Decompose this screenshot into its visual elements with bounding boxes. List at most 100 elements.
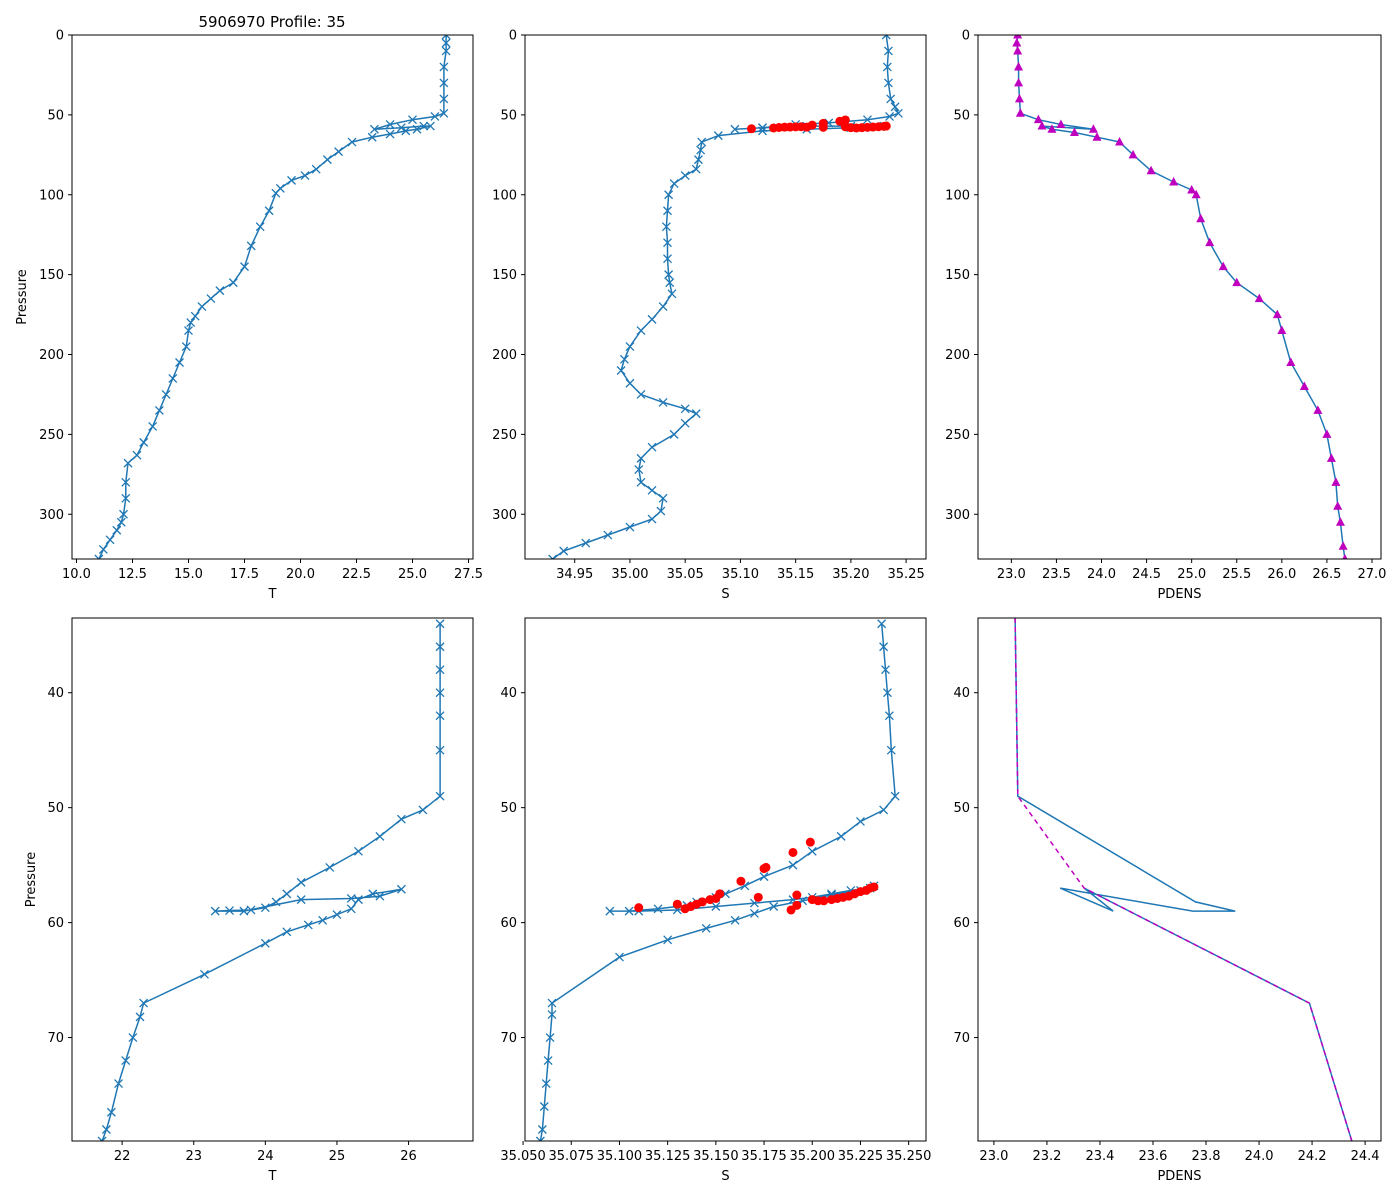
y-tick-label: 40 [953, 686, 970, 701]
flagged-point [840, 122, 850, 132]
data-point-x [228, 278, 238, 288]
series-line [98, 35, 447, 559]
data-point-x [181, 342, 191, 351]
data-point-x [239, 906, 249, 916]
data-point-triangle [1013, 35, 1023, 39]
x-tick-label: 23.6 [1139, 1149, 1168, 1164]
data-point-x [97, 1136, 107, 1141]
data-point-x [636, 477, 646, 487]
x-tick-label: 23.8 [1192, 1149, 1221, 1164]
data-point-triangle [1169, 176, 1179, 186]
data-point-x [884, 711, 894, 721]
data-point-triangle [1014, 77, 1024, 87]
data-point-triangle [1015, 108, 1025, 117]
data-point-x [559, 546, 569, 556]
data-point-x [246, 905, 256, 915]
data-point-triangle [1191, 189, 1201, 199]
flagged-point [761, 862, 771, 872]
data-point-x [634, 465, 644, 474]
y-tick-label: 40 [500, 686, 517, 701]
data-point-x [332, 910, 342, 920]
data-point-x [121, 493, 131, 503]
flagged-point [869, 882, 879, 892]
data-point-x [647, 514, 657, 524]
x-axis-label: T [268, 1169, 277, 1184]
data-point-triangle [1088, 124, 1098, 133]
data-point-x [619, 354, 629, 364]
data-point-x [603, 530, 613, 540]
plot-area [94, 35, 451, 559]
data-point-x [106, 1107, 116, 1117]
data-point-triangle [1146, 165, 1156, 175]
data-point-x [94, 554, 104, 559]
plot-area [1014, 618, 1353, 1141]
data-point-x [879, 805, 889, 815]
flagged-point [715, 889, 725, 899]
data-point-x [396, 123, 406, 133]
series-line [539, 623, 896, 1141]
flagged-point [736, 876, 746, 886]
data-point-x [636, 453, 646, 463]
data-point-x [836, 831, 846, 841]
y-tick-label: 70 [500, 1031, 517, 1046]
data-point-x [197, 302, 207, 312]
data-point-x [647, 442, 657, 452]
data-point-triangle [1012, 37, 1022, 47]
x-tick-label: 24 [257, 1149, 274, 1164]
data-point-x [439, 108, 449, 118]
data-point-triangle [1277, 325, 1287, 335]
data-point-x [886, 94, 896, 104]
data-point-x [255, 222, 265, 232]
data-point-x [346, 894, 356, 903]
data-point-x [123, 458, 133, 468]
data-point-x [758, 123, 767, 133]
data-point-x [441, 46, 451, 56]
data-point-x [435, 688, 445, 698]
y-tick-label: 300 [492, 508, 517, 523]
x-tick-label: 25.5 [1222, 567, 1251, 582]
data-point-x [282, 927, 292, 937]
data-point-x [98, 544, 108, 554]
data-point-x [658, 302, 668, 312]
data-point-x [101, 1125, 111, 1134]
data-point-x [161, 389, 171, 399]
data-point-x [663, 238, 672, 248]
chart-top-temperature: 10.0 12.5 15.0 17.5 20.0 22.5 25.0 27.5 0 50 100 15… [15, 29, 483, 603]
x-tick-label: 35.225 [838, 1149, 884, 1164]
x-tick-label: 35.15 [777, 567, 814, 582]
y-axis-label: Pressure [15, 269, 30, 325]
x-tick-label: 26.0 [1267, 567, 1296, 582]
data-point-x [311, 164, 321, 174]
data-point-x [206, 294, 216, 304]
data-point-x [260, 903, 270, 913]
x-tick-label: 24.0 [1087, 567, 1116, 582]
flagged-point [697, 897, 707, 907]
data-point-x [547, 998, 557, 1008]
y-tick-label: 250 [492, 428, 517, 443]
data-point-triangle [1333, 501, 1343, 510]
x-tick-label: 22 [114, 1149, 131, 1164]
y-tick-label: 150 [492, 268, 517, 283]
flagged-point [792, 890, 802, 900]
data-point-x [537, 1125, 547, 1134]
flagged-point [819, 896, 829, 906]
data-point-x [132, 450, 142, 460]
data-point-x [184, 326, 193, 336]
data-point-x [408, 115, 417, 125]
chart-bottom-temperature: 22 23 24 25 26 40 50 60 70 T Pressure [24, 617, 474, 1184]
data-point-x [548, 554, 558, 559]
x-tick-label: 24.0 [1245, 1149, 1274, 1164]
y-tick-label: 70 [47, 1031, 64, 1046]
x-tick-label: 24.2 [1298, 1149, 1327, 1164]
data-point-x [625, 378, 635, 388]
data-point-x [656, 506, 666, 516]
x-tick-label: 12.5 [118, 567, 147, 582]
data-point-triangle [1218, 261, 1228, 271]
x-tick-label: 25.0 [1177, 567, 1206, 582]
data-point-triangle [1037, 121, 1047, 130]
data-point-x [664, 270, 674, 280]
data-point-x [303, 920, 313, 930]
data-point-x [121, 1056, 131, 1065]
x-tick-label: 17.5 [230, 567, 259, 582]
data-point-x [430, 112, 440, 121]
